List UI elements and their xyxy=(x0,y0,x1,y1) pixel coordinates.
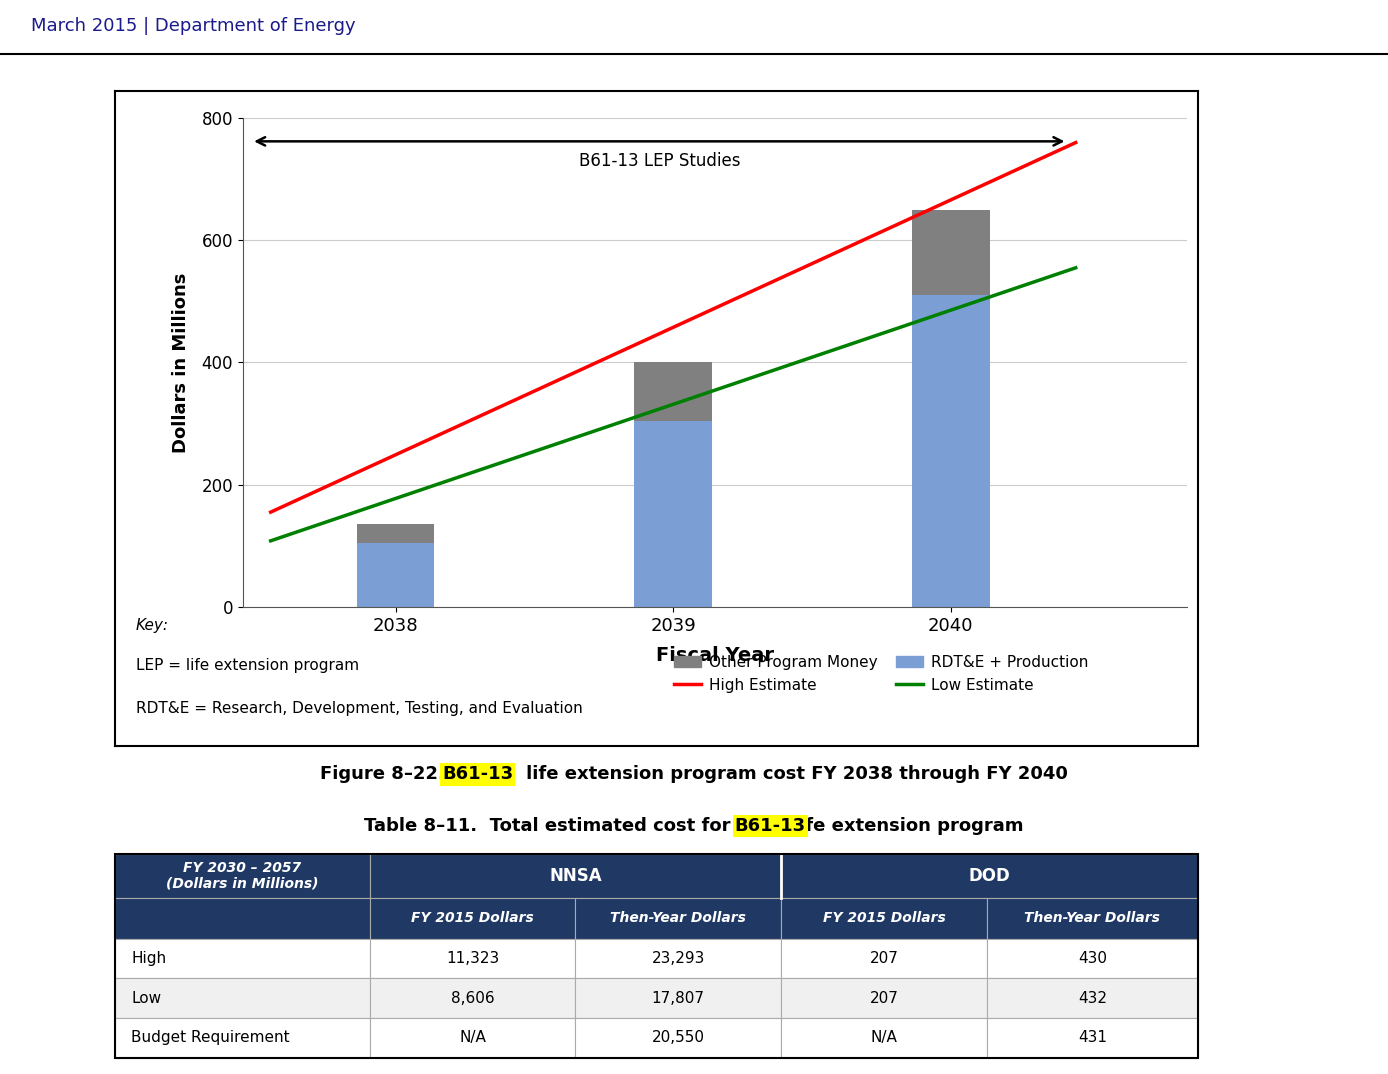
Text: Table 8–11.  Total estimated cost for          life extension program: Table 8–11. Total estimated cost for lif… xyxy=(364,817,1024,834)
Bar xyxy=(575,898,781,939)
Bar xyxy=(357,542,434,607)
Bar xyxy=(369,854,781,898)
Bar xyxy=(115,854,369,898)
Text: Key:: Key: xyxy=(136,619,169,634)
Text: RDT&E = Research, Development, Testing, and Evaluation: RDT&E = Research, Development, Testing, … xyxy=(136,701,583,716)
Bar xyxy=(634,363,712,421)
Text: 20,550: 20,550 xyxy=(652,1030,705,1045)
Y-axis label: Dollars in Millions: Dollars in Millions xyxy=(172,273,190,452)
Text: 431: 431 xyxy=(1078,1030,1106,1045)
Text: NNSA: NNSA xyxy=(550,867,601,885)
Bar xyxy=(369,939,575,978)
Bar xyxy=(369,898,575,939)
Text: 23,293: 23,293 xyxy=(651,950,705,966)
Bar xyxy=(987,898,1198,939)
Text: 8,606: 8,606 xyxy=(451,990,494,1005)
Text: B61-13: B61-13 xyxy=(734,817,806,834)
Bar xyxy=(575,978,781,1018)
Bar xyxy=(115,898,369,939)
Bar xyxy=(987,939,1198,978)
Bar xyxy=(575,1018,781,1058)
Text: N/A: N/A xyxy=(459,1030,486,1045)
X-axis label: Fiscal Year: Fiscal Year xyxy=(655,645,775,665)
Text: 17,807: 17,807 xyxy=(652,990,705,1005)
Text: FY 2015 Dollars: FY 2015 Dollars xyxy=(411,911,534,925)
Text: 432: 432 xyxy=(1078,990,1106,1005)
Bar xyxy=(781,854,1198,898)
Bar xyxy=(781,898,987,939)
Bar xyxy=(369,1018,575,1058)
Bar xyxy=(369,978,575,1018)
Text: 207: 207 xyxy=(869,990,898,1005)
Bar xyxy=(634,421,712,607)
Text: B61-13 LEP Studies: B61-13 LEP Studies xyxy=(579,151,740,170)
Text: 430: 430 xyxy=(1078,950,1106,966)
Bar xyxy=(115,939,369,978)
Text: Then-Year Dollars: Then-Year Dollars xyxy=(611,911,747,925)
Text: Then-Year Dollars: Then-Year Dollars xyxy=(1024,911,1160,925)
Text: 11,323: 11,323 xyxy=(446,950,500,966)
Text: Figure 8–22.  B61-13 life extension program cost FY 2038 through FY 2040: Figure 8–22. B61-13 life extension progr… xyxy=(315,766,1073,783)
Bar xyxy=(115,1018,369,1058)
Text: DOD: DOD xyxy=(969,867,1010,885)
Bar xyxy=(912,209,990,295)
Legend: Other Program Money, High Estimate, RDT&E + Production, Low Estimate: Other Program Money, High Estimate, RDT&… xyxy=(675,655,1088,693)
Bar xyxy=(357,524,434,542)
Text: FY 2030 – 2057
(Dollars in Millions): FY 2030 – 2057 (Dollars in Millions) xyxy=(167,860,319,890)
Bar xyxy=(781,1018,987,1058)
Text: Budget Requirement: Budget Requirement xyxy=(132,1030,290,1045)
Text: FY 2015 Dollars: FY 2015 Dollars xyxy=(823,911,945,925)
Bar xyxy=(987,978,1198,1018)
Text: N/A: N/A xyxy=(870,1030,897,1045)
Text: Figure 8–22.             life extension program cost FY 2038 through FY 2040: Figure 8–22. life extension program cost… xyxy=(321,766,1067,783)
Text: Low: Low xyxy=(132,990,161,1005)
Bar xyxy=(115,978,369,1018)
Text: High: High xyxy=(132,950,167,966)
Text: LEP = life extension program: LEP = life extension program xyxy=(136,658,359,673)
Bar xyxy=(781,978,987,1018)
Bar xyxy=(781,939,987,978)
Bar xyxy=(912,295,990,607)
Text: B61-13: B61-13 xyxy=(441,766,514,783)
Text: March 2015 | Department of Energy: March 2015 | Department of Energy xyxy=(31,16,355,34)
Bar xyxy=(987,1018,1198,1058)
Bar xyxy=(575,939,781,978)
Text: 207: 207 xyxy=(869,950,898,966)
